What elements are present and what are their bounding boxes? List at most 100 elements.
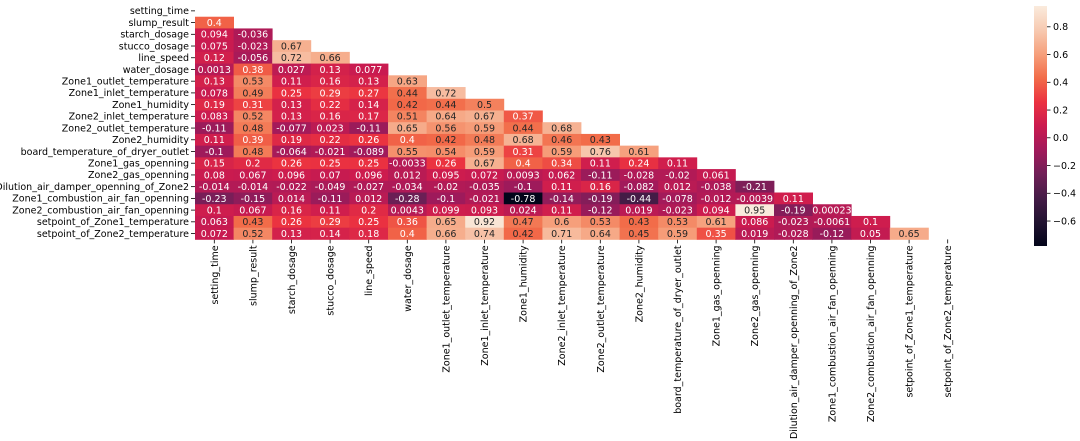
cell-value: 0.68 — [513, 135, 534, 146]
cell-value: -0.1 — [437, 194, 456, 205]
heatmap-cell — [426, 227, 466, 240]
column-label: Zone2_inlet_temperature — [557, 245, 568, 365]
cell-value: 0.6 — [554, 217, 569, 228]
cell-value: 0.027 — [278, 65, 305, 76]
heatmap-cell — [388, 110, 427, 123]
cell-value: 0.08 — [204, 170, 225, 181]
heatmap-cell — [272, 40, 312, 53]
cell-value: -0.028 — [778, 229, 809, 240]
heatmap-cell — [272, 180, 312, 193]
cell-value: -0.014 — [199, 182, 230, 193]
row-label: water_dosage — [123, 65, 189, 76]
cell-value: 0.0093 — [506, 170, 539, 181]
cell-value: -0.014 — [238, 182, 269, 193]
heatmap-cell — [195, 40, 234, 53]
heatmap-cell — [812, 204, 852, 217]
heatmap-cell — [310, 204, 350, 217]
row-label: Zone2_combustion_air_fan_openning — [12, 205, 189, 216]
heatmap-cell — [349, 87, 389, 100]
heatmap-cell — [233, 145, 273, 158]
heatmap-cell — [581, 215, 620, 229]
heatmap-cell — [619, 145, 659, 158]
heatmap-cell — [233, 169, 273, 182]
row-label: board_temperature_of_dryer_outlet — [21, 147, 190, 158]
cell-value: 0.2 — [361, 206, 376, 217]
cell-value: -0.023 — [778, 217, 809, 228]
cell-value: 0.16 — [281, 206, 302, 217]
cell-value: -0.02 — [665, 170, 690, 181]
heatmap-cell — [310, 63, 350, 76]
cell-value: 0.067 — [239, 170, 266, 181]
column-label: Zone1_gas_openning — [712, 245, 723, 346]
heatmap-cell — [233, 40, 273, 53]
heatmap-cell — [465, 133, 505, 147]
column-label: setpoint_of_Zone1_temperature — [905, 245, 916, 397]
row-label: Zone1_combustion_air_fan_openning — [12, 194, 189, 205]
heatmap-cell — [774, 204, 813, 217]
colorbar-tick-label: −0.6 — [1053, 216, 1076, 227]
heatmap-cell — [272, 169, 312, 182]
heatmap-cell — [658, 180, 698, 193]
cell-value: 0.014 — [278, 194, 305, 205]
cell-value: -0.11 — [202, 123, 227, 134]
cell-value: 0.24 — [628, 159, 649, 170]
cell-value: 0.096 — [355, 170, 382, 181]
heatmap-cell — [851, 227, 891, 240]
heatmap-cell — [619, 157, 659, 170]
heatmap-cell — [503, 204, 543, 217]
cell-value: 0.13 — [281, 229, 302, 240]
cell-value: 0.11 — [551, 206, 572, 217]
heatmap-cell — [735, 227, 775, 240]
column-label: Zone1_inlet_temperature — [480, 245, 491, 365]
cell-value: 0.44 — [513, 123, 534, 134]
cell-value: -0.1 — [514, 182, 533, 193]
cell-value: 0.61 — [706, 217, 727, 228]
heatmap-cell — [465, 180, 505, 193]
cell-value: 0.012 — [355, 194, 382, 205]
heatmap-cell — [465, 98, 505, 111]
heatmap-cell — [388, 122, 427, 135]
cell-value: 0.12 — [204, 53, 225, 64]
cell-value: 0.52 — [242, 229, 263, 240]
heatmap-cell — [735, 192, 775, 205]
heatmap-cell — [310, 192, 350, 205]
column-label: setting_time — [210, 245, 221, 304]
cell-value: 0.51 — [397, 112, 418, 123]
cell-value: 0.25 — [358, 159, 379, 170]
cell-value: -0.11 — [318, 194, 343, 205]
heatmap-cell — [503, 145, 543, 158]
heatmap-cell — [581, 192, 620, 205]
cell-value: 0.65 — [899, 229, 920, 240]
cell-value: 0.64 — [435, 112, 456, 123]
cell-value: 0.15 — [204, 159, 225, 170]
cell-value: 0.11 — [590, 159, 611, 170]
heatmap-cell — [272, 110, 312, 123]
heatmap-cell — [426, 157, 466, 170]
heatmap-cell — [349, 110, 389, 123]
heatmap-cell — [542, 122, 582, 135]
cell-value: 0.095 — [432, 170, 459, 181]
cell-value: -0.078 — [662, 194, 693, 205]
cell-value: 0.11 — [281, 77, 302, 88]
heatmap-cell — [195, 110, 234, 123]
column-label: setpoint_of_Zone2_temperature — [943, 245, 954, 397]
cell-value: 0.71 — [551, 229, 572, 240]
cell-value: 0.22 — [320, 100, 341, 111]
heatmap-cell — [272, 51, 312, 64]
cell-value: -0.1 — [205, 147, 224, 158]
heatmap-cell — [503, 122, 543, 135]
cell-value: -0.19 — [588, 194, 613, 205]
column-labels: setting_time slump_result starch_dosage stu… — [210, 239, 954, 439]
cell-value: 0.4 — [400, 229, 415, 240]
cell-value: 0.67 — [281, 41, 302, 52]
column-label: Zone1_humidity — [519, 245, 530, 322]
cell-value: 0.13 — [358, 77, 379, 88]
heatmap-cell — [735, 204, 775, 217]
heatmap-cell — [503, 133, 543, 147]
cell-value: 0.48 — [242, 123, 263, 134]
column-label: starch_dosage — [287, 245, 298, 314]
heatmap-cell — [272, 122, 312, 135]
heatmap-cell — [233, 157, 273, 170]
cell-value: 0.11 — [667, 159, 688, 170]
cell-value: 0.68 — [551, 123, 572, 134]
